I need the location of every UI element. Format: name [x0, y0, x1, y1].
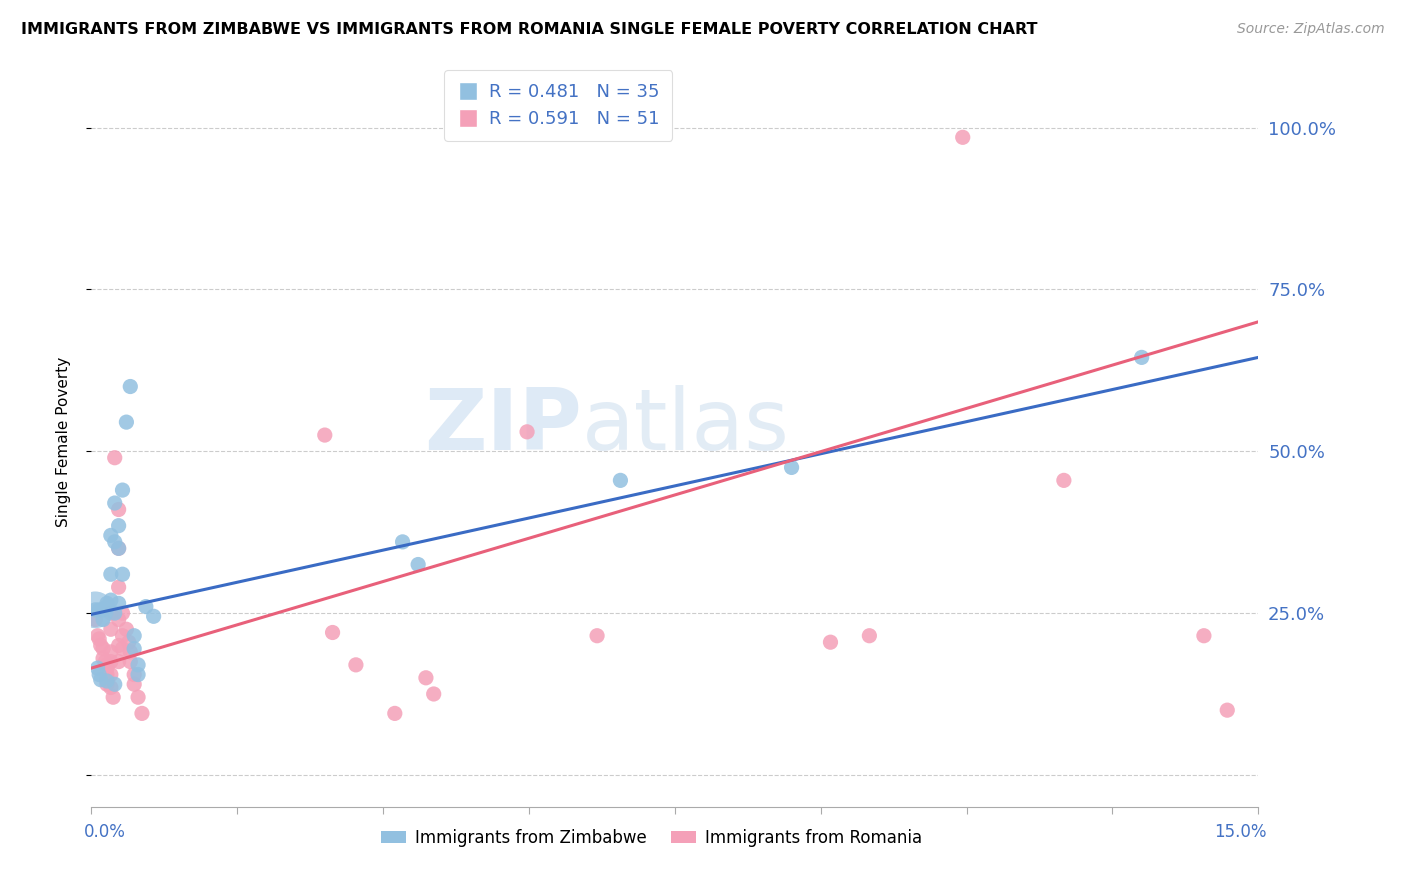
- Point: [96, 657, 118, 672]
- Point: [314, 428, 336, 442]
- Point: [91, 641, 114, 656]
- Point: [84, 603, 107, 617]
- Point: [120, 645, 142, 659]
- Point: [107, 613, 129, 627]
- Point: [104, 606, 127, 620]
- Point: [100, 645, 122, 659]
- Point: [1216, 703, 1239, 717]
- Point: [96, 667, 118, 681]
- Point: [107, 502, 129, 516]
- Point: [101, 690, 124, 705]
- Point: [115, 622, 138, 636]
- Point: [90, 639, 112, 653]
- Point: [96, 661, 118, 675]
- Text: Source: ZipAtlas.com: Source: ZipAtlas.com: [1237, 22, 1385, 37]
- Point: [952, 130, 974, 145]
- Point: [120, 655, 142, 669]
- Point: [84, 613, 107, 627]
- Point: [344, 657, 367, 672]
- Point: [100, 681, 122, 695]
- Point: [127, 657, 149, 672]
- Point: [100, 655, 122, 669]
- Point: [415, 671, 437, 685]
- Point: [422, 687, 444, 701]
- Text: 15.0%: 15.0%: [1213, 823, 1267, 841]
- Point: [142, 609, 165, 624]
- Point: [858, 629, 880, 643]
- Point: [1130, 351, 1153, 365]
- Point: [135, 599, 157, 614]
- Point: [609, 474, 631, 488]
- Point: [100, 593, 122, 607]
- Legend: Immigrants from Zimbabwe, Immigrants from Romania: Immigrants from Zimbabwe, Immigrants fro…: [374, 822, 928, 854]
- Point: [90, 673, 112, 687]
- Point: [100, 606, 122, 620]
- Point: [111, 567, 134, 582]
- Text: atlas: atlas: [582, 385, 790, 468]
- Point: [122, 641, 145, 656]
- Point: [820, 635, 842, 649]
- Point: [406, 558, 429, 572]
- Text: ZIP: ZIP: [423, 385, 582, 468]
- Point: [91, 613, 114, 627]
- Point: [122, 629, 145, 643]
- Point: [111, 629, 134, 643]
- Point: [104, 496, 127, 510]
- Point: [91, 603, 114, 617]
- Point: [127, 690, 149, 705]
- Point: [120, 379, 142, 393]
- Point: [86, 629, 108, 643]
- Point: [131, 706, 153, 721]
- Point: [89, 603, 111, 617]
- Point: [107, 541, 129, 556]
- Point: [107, 639, 129, 653]
- Point: [94, 655, 117, 669]
- Point: [586, 629, 609, 643]
- Point: [322, 625, 344, 640]
- Point: [1053, 474, 1076, 488]
- Point: [96, 596, 118, 610]
- Point: [115, 415, 138, 429]
- Point: [96, 672, 118, 686]
- Point: [127, 667, 149, 681]
- Point: [118, 635, 141, 649]
- Point: [96, 677, 118, 691]
- Point: [96, 599, 118, 614]
- Point: [104, 677, 127, 691]
- Point: [100, 567, 122, 582]
- Point: [391, 534, 413, 549]
- Point: [100, 622, 122, 636]
- Point: [107, 580, 129, 594]
- Point: [96, 673, 118, 688]
- Text: IMMIGRANTS FROM ZIMBABWE VS IMMIGRANTS FROM ROMANIA SINGLE FEMALE POVERTY CORREL: IMMIGRANTS FROM ZIMBABWE VS IMMIGRANTS F…: [21, 22, 1038, 37]
- Point: [89, 632, 111, 646]
- Point: [516, 425, 538, 439]
- Point: [89, 667, 111, 681]
- Point: [122, 667, 145, 681]
- Point: [91, 651, 114, 665]
- Point: [107, 655, 129, 669]
- Point: [104, 450, 127, 465]
- Y-axis label: Single Female Poverty: Single Female Poverty: [56, 357, 70, 526]
- Point: [111, 641, 134, 656]
- Point: [111, 483, 134, 497]
- Point: [100, 528, 122, 542]
- Text: 0.0%: 0.0%: [83, 823, 125, 841]
- Point: [384, 706, 406, 721]
- Point: [84, 603, 107, 617]
- Point: [107, 541, 129, 556]
- Point: [86, 661, 108, 675]
- Point: [122, 677, 145, 691]
- Point: [107, 596, 129, 610]
- Point: [780, 460, 803, 475]
- Point: [100, 667, 122, 681]
- Point: [1192, 629, 1215, 643]
- Point: [104, 534, 127, 549]
- Point: [111, 606, 134, 620]
- Point: [107, 518, 129, 533]
